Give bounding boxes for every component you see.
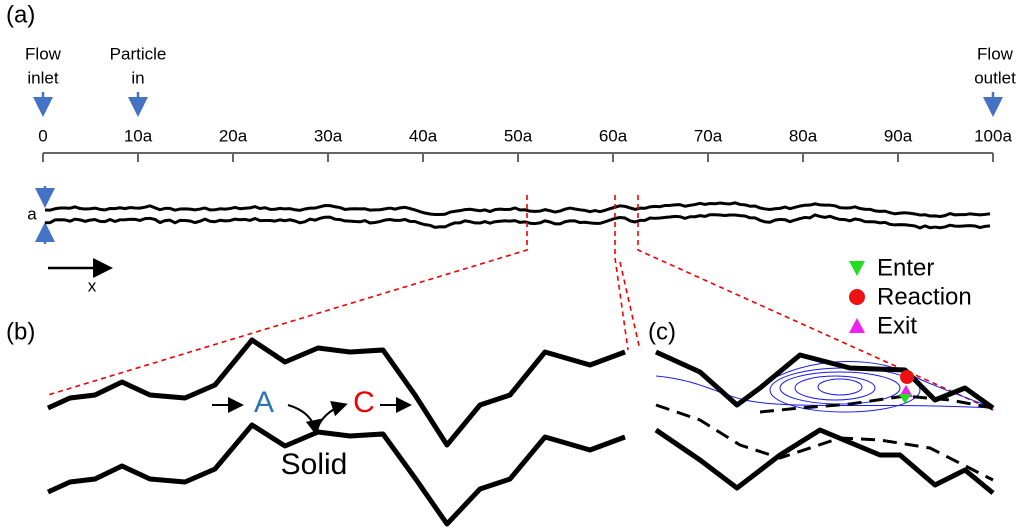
tick-label: 20a [219, 126, 248, 145]
tick-label: 40a [409, 126, 438, 145]
panel-c [656, 352, 993, 493]
tick-label: 10a [124, 126, 153, 145]
tick-label: 100a [974, 126, 1012, 145]
annotation: Particle [110, 44, 167, 63]
tick-label: 30a [314, 126, 343, 145]
enter-marker [899, 394, 911, 404]
solid-label: Solid [281, 448, 348, 481]
reaction-marker [900, 370, 914, 384]
annotation: Flow [25, 44, 62, 63]
figure: (a) (b) (c) Flow inlet Particle in Flow … [0, 0, 1027, 529]
tick-label: 60a [599, 126, 628, 145]
tick-label: 90a [884, 126, 913, 145]
annotation: x [88, 276, 97, 295]
panel-b [48, 340, 625, 524]
legend-marker [849, 318, 865, 333]
product-label: C [353, 386, 375, 419]
panel-label: (a) [6, 1, 35, 28]
annotation: a [27, 204, 37, 223]
legend-label: Reaction [877, 283, 972, 310]
legend-label: Enter [877, 254, 934, 281]
annotation: outlet [974, 68, 1016, 87]
panel-label: (b) [6, 318, 35, 345]
legend-marker [849, 289, 865, 305]
annotation: in [131, 68, 144, 87]
annotation: inlet [27, 68, 58, 87]
fracture-wall [45, 215, 990, 228]
panel-label: (c) [648, 318, 676, 345]
tick-label: 80a [789, 126, 818, 145]
fracture-wall [45, 203, 990, 217]
legend-marker [849, 261, 865, 276]
reactant-label: A [254, 386, 274, 419]
legend-label: Exit [877, 312, 917, 339]
tick-label: 70a [694, 126, 723, 145]
tick-label: 50a [504, 126, 533, 145]
annotation: Flow [977, 44, 1014, 63]
fracture-strip [45, 203, 990, 228]
tick-label: 0 [38, 126, 47, 145]
